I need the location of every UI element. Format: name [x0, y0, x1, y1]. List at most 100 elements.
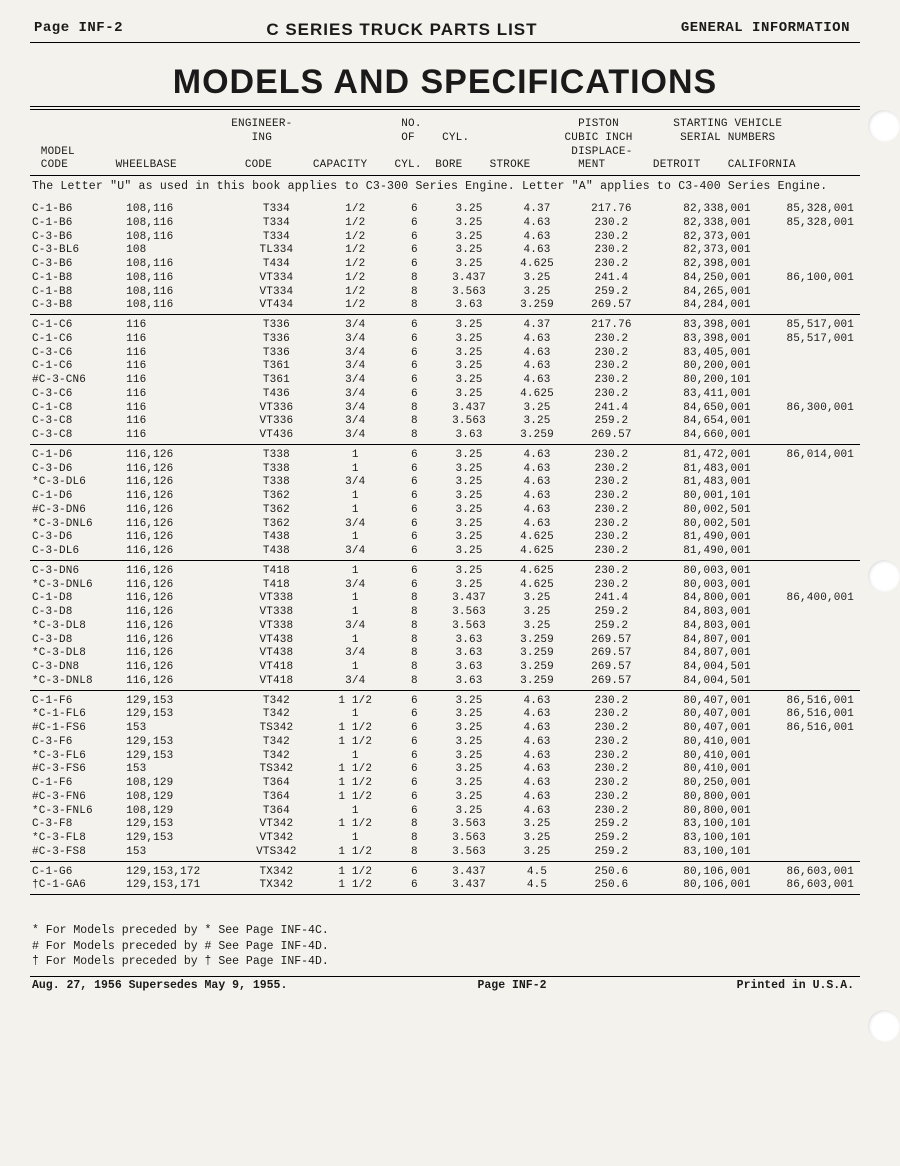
col-head-line2: ING OF CYL. CUBIC INCH SERIAL NUMBERS — [34, 132, 775, 144]
table-cell: #C-3-FS6 — [30, 763, 123, 777]
table-cell: 3.259 — [502, 661, 572, 675]
table-cell: 241.4 — [572, 272, 651, 286]
table-cell: 3.25 — [436, 763, 502, 777]
table-cell: 3.25 — [436, 490, 502, 504]
table-cell: 83,100,101 — [651, 846, 754, 860]
punch-hole-icon — [868, 1010, 900, 1042]
table-cell: 1/2 — [318, 231, 392, 245]
table-cell: 116 — [123, 388, 235, 402]
table-cell: 269.57 — [572, 647, 651, 661]
table-cell: 3.25 — [436, 258, 502, 272]
table-cell: 116,126 — [123, 675, 235, 689]
table-cell: 84,284,001 — [651, 299, 754, 313]
table-row: C-1-D6116,126T338163.254.63230.281,472,0… — [30, 449, 860, 463]
table-cell: 6 — [392, 360, 436, 374]
table-row: C-1-G6129,153,172TX3421 1/263.4374.5250.… — [30, 866, 860, 880]
table-cell: 80,106,001 — [651, 866, 754, 880]
table-cell: 3.563 — [436, 415, 502, 429]
table-cell: T334 — [235, 217, 318, 231]
table-cell: 8 — [392, 634, 436, 648]
table-cell: 116,126 — [123, 449, 235, 463]
table-cell: 116,126 — [123, 606, 235, 620]
table-cell: 3.259 — [502, 647, 572, 661]
table-cell: 1 — [318, 592, 392, 606]
table-cell: 6 — [392, 231, 436, 245]
table-cell: 84,807,001 — [651, 647, 754, 661]
table-cell: 129,153 — [123, 818, 235, 832]
table-cell: #C-1-FS6 — [30, 722, 123, 736]
table-cell: 116 — [123, 319, 235, 333]
table-cell — [754, 606, 860, 620]
table-cell: VT438 — [235, 647, 318, 661]
table-cell: 230.2 — [572, 244, 651, 258]
table-cell: 230.2 — [572, 736, 651, 750]
table-cell: 4.63 — [502, 805, 572, 819]
table-cell — [754, 661, 860, 675]
table-cell: 1 1/2 — [318, 736, 392, 750]
col-head-line1: ENGINEER- NO. PISTON STARTING VEHICLE — [34, 118, 782, 130]
table-cell: 250.6 — [572, 879, 651, 893]
table-cell: C-3-D6 — [30, 463, 123, 477]
table-cell: 6 — [392, 866, 436, 880]
table-cell: #C-3-CN6 — [30, 374, 123, 388]
header-left: Page INF-2 — [34, 20, 123, 40]
table-cell — [754, 791, 860, 805]
table-cell: 108 — [123, 244, 235, 258]
table-cell: 6 — [392, 545, 436, 559]
table-row: C-3-C8116VT3363/483.5633.25259.284,654,0… — [30, 415, 860, 429]
table-row: C-3-BL6108TL3341/263.254.63230.282,373,0… — [30, 244, 860, 258]
table-row: C-1-C6116T3613/463.254.63230.280,200,001 — [30, 360, 860, 374]
table-cell: 81,490,001 — [651, 545, 754, 559]
table-cell: 129,153 — [123, 750, 235, 764]
table-cell: 4.63 — [502, 750, 572, 764]
table-cell: 6 — [392, 258, 436, 272]
table-cell: 4.37 — [502, 203, 572, 217]
table-cell: 116,126 — [123, 592, 235, 606]
table-cell — [754, 805, 860, 819]
table-row: C-1-D8116,126VT338183.4373.25241.484,800… — [30, 592, 860, 606]
table-cell — [754, 286, 860, 300]
spec-table: C-1-B6108,116T3341/263.254.37217.7682,33… — [30, 203, 860, 895]
table-cell — [754, 258, 860, 272]
table-cell — [754, 565, 860, 579]
table-cell: 3.437 — [436, 592, 502, 606]
table-cell: 259.2 — [572, 415, 651, 429]
table-cell: 1 1/2 — [318, 722, 392, 736]
table-cell: 129,153 — [123, 708, 235, 722]
table-cell: 6 — [392, 203, 436, 217]
table-cell: C-1-C6 — [30, 319, 123, 333]
table-cell: 108,116 — [123, 231, 235, 245]
table-cell: 3.63 — [436, 661, 502, 675]
table-cell: 3.25 — [502, 415, 572, 429]
table-cell: 84,803,001 — [651, 606, 754, 620]
table-cell: 3.25 — [436, 388, 502, 402]
table-cell: 4.63 — [502, 244, 572, 258]
table-cell: TS342 — [235, 763, 318, 777]
table-cell: 108,116 — [123, 299, 235, 313]
table-cell: 3.25 — [502, 272, 572, 286]
table-cell: 3.259 — [502, 675, 572, 689]
table-cell: 3/4 — [318, 415, 392, 429]
table-cell: T364 — [235, 777, 318, 791]
table-cell: 81,472,001 — [651, 449, 754, 463]
page-content: Page INF-2 C SERIES TRUCK PARTS LIST GEN… — [30, 20, 860, 992]
table-cell: 4.63 — [502, 217, 572, 231]
table-cell: 80,800,001 — [651, 805, 754, 819]
table-cell: 1 — [318, 750, 392, 764]
table-cell: 1 1/2 — [318, 763, 392, 777]
table-cell: VT338 — [235, 592, 318, 606]
table-row: C-1-B8108,116VT3341/283.5633.25259.284,2… — [30, 286, 860, 300]
table-row: *C-3-DL8116,126VT4383/483.633.259269.578… — [30, 647, 860, 661]
table-cell: †C-1-GA6 — [30, 879, 123, 893]
table-cell: 83,100,101 — [651, 832, 754, 846]
table-cell: 4.63 — [502, 695, 572, 709]
table-cell: 8 — [392, 286, 436, 300]
table-cell: 116,126 — [123, 634, 235, 648]
table-cell: 3.25 — [436, 791, 502, 805]
table-cell: 3.25 — [436, 203, 502, 217]
table-row: C-3-D6116,126T438163.254.625230.281,490,… — [30, 531, 860, 545]
table-row: #C-3-DN6116,126T362163.254.63230.280,002… — [30, 504, 860, 518]
table-cell: 6 — [392, 565, 436, 579]
table-cell: *C-3-DL6 — [30, 476, 123, 490]
table-cell: 80,407,001 — [651, 722, 754, 736]
